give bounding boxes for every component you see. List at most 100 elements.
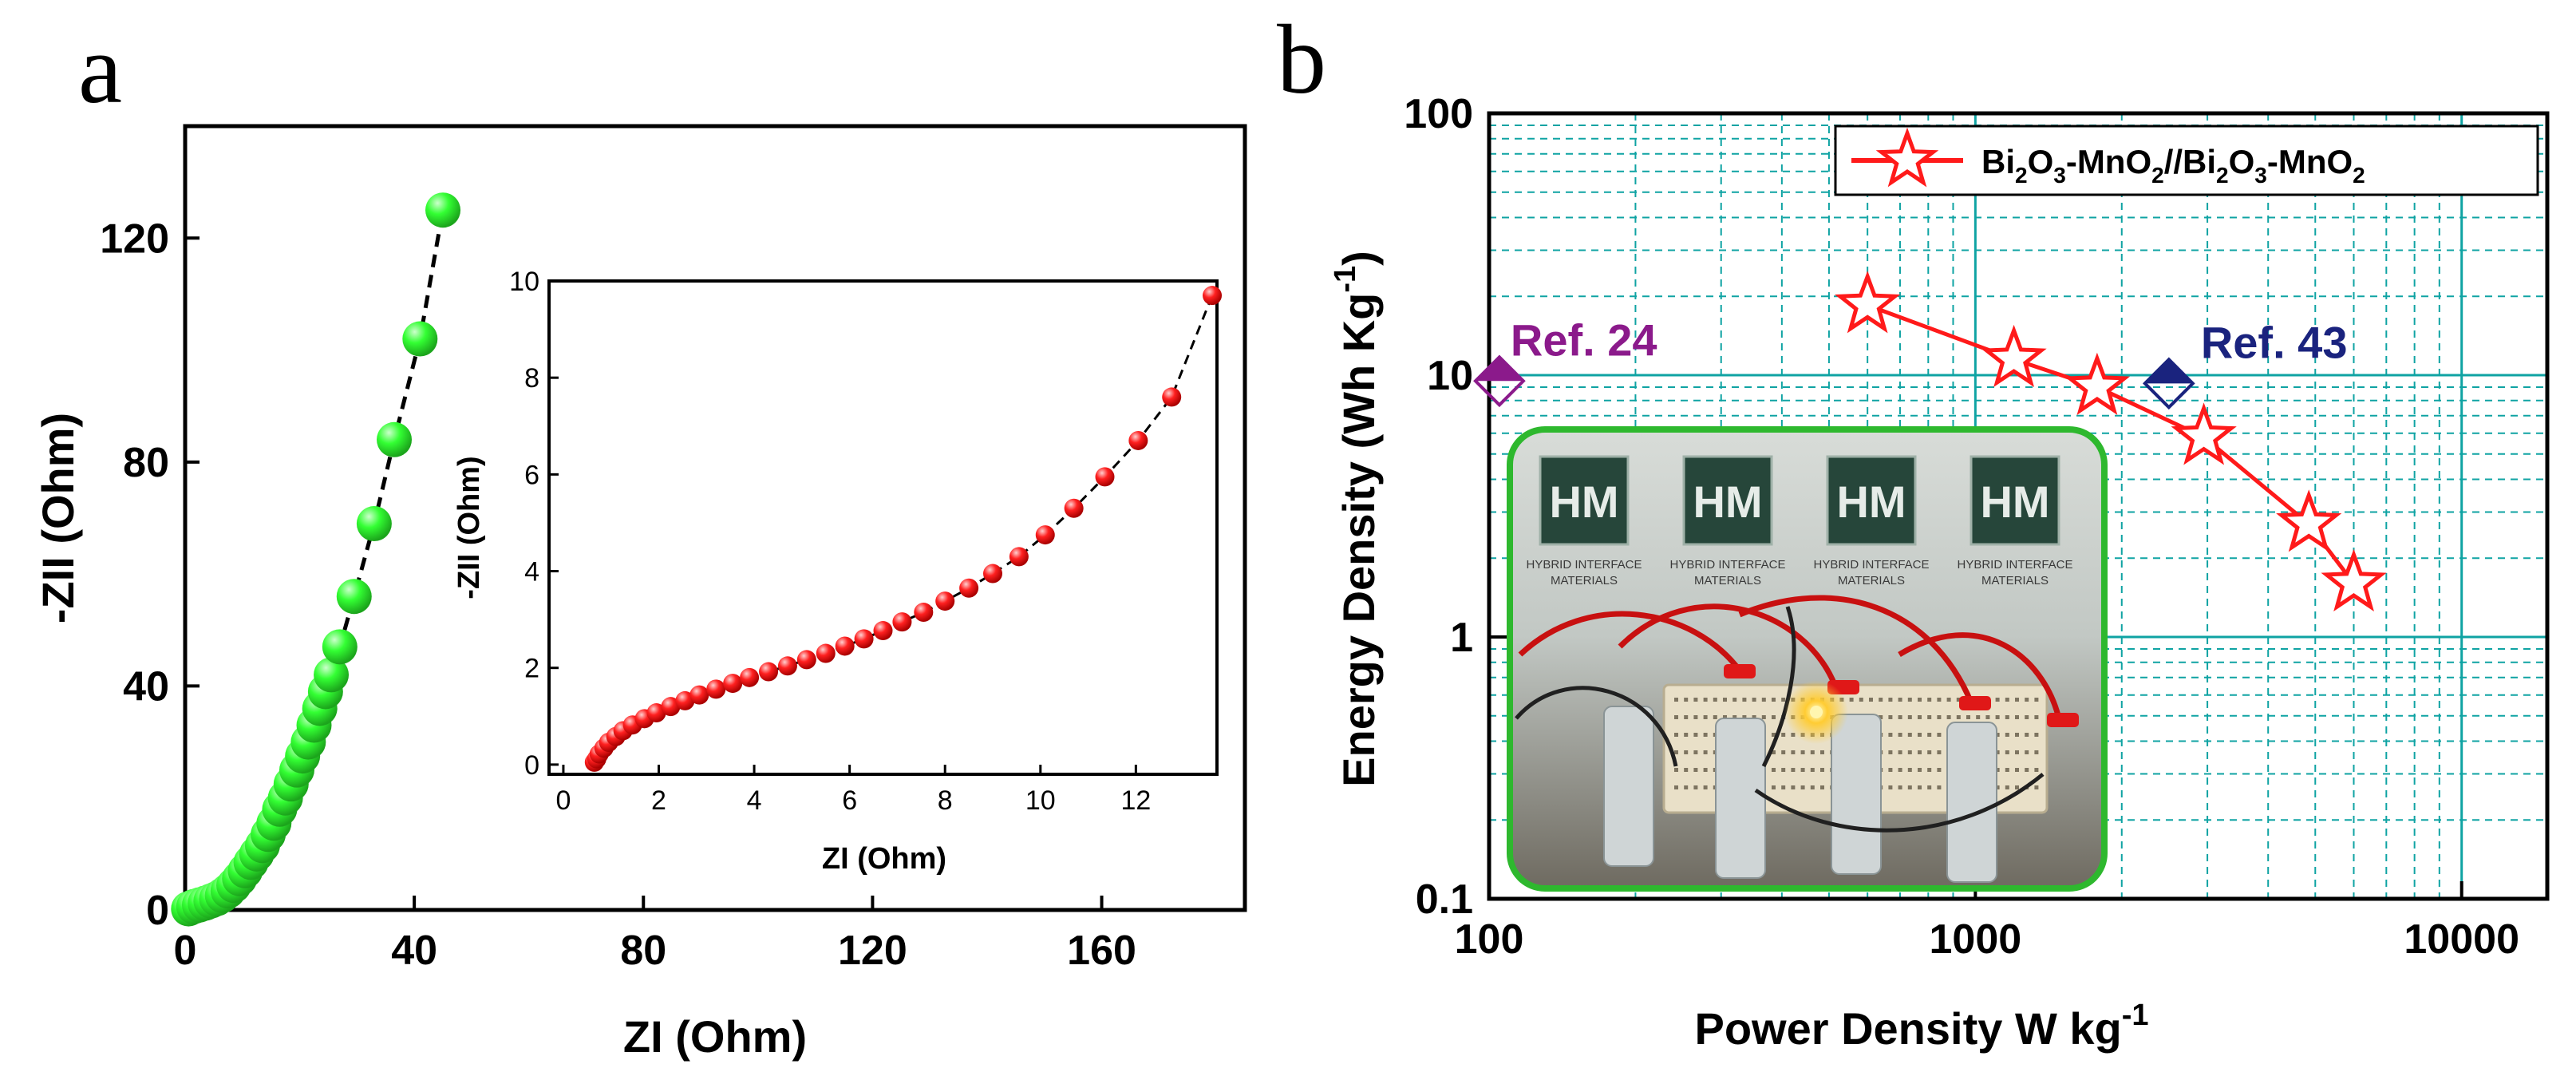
series-line	[188, 209, 445, 911]
markers-a-inset	[584, 286, 1223, 772]
panel-letter-a: a	[78, 14, 122, 124]
markers-a-main	[171, 192, 461, 927]
legend-b: Bi2O3-MnO2//Bi2O3-MnO2	[1834, 125, 2539, 196]
inset-data-point	[914, 603, 934, 623]
y-tick-label: 0	[146, 888, 169, 934]
inset-y-tick-label: 4	[524, 557, 539, 587]
plot-frame-a	[183, 124, 1247, 912]
data-point-star	[1835, 271, 1901, 334]
data-point	[402, 321, 438, 357]
inset-y-tick-label: 8	[524, 363, 539, 394]
chart-a-inset: 0 2 4 6 8 10 12 0 2 4 6 8 10 ZI (Ohm) -ZII (Ohm)	[452, 267, 1223, 876]
inset-data-point	[835, 636, 855, 656]
x-tick-label: 1000	[1930, 916, 2022, 963]
inset-x-tick-label: 6	[842, 785, 857, 816]
inset-data-point	[689, 685, 709, 705]
x-tick-label: 80	[620, 928, 666, 974]
data-point	[322, 629, 358, 665]
y-axis-title-a: -ZII (Ohm)	[33, 413, 83, 623]
inset-data-point	[1009, 547, 1029, 567]
x-tick-label: 100	[1455, 916, 1524, 963]
inset-data-point	[646, 703, 666, 723]
inset-data-point	[706, 679, 726, 699]
inset-data-point	[723, 674, 743, 694]
x-tick-label: 0	[174, 928, 197, 974]
data-point-star	[2064, 352, 2131, 415]
inset-data-point	[740, 667, 760, 687]
axes-b: 100 1000 10000 0.1 1 10 100	[1404, 91, 2519, 963]
inset-data-point	[892, 612, 912, 632]
data-point	[425, 192, 461, 228]
banner-text: MATERIALS	[1981, 574, 2049, 587]
line-a-main	[188, 209, 445, 911]
inset-data-point	[1095, 467, 1115, 487]
y-tick-label: 10	[1427, 353, 1473, 399]
inset-data-point	[1203, 286, 1223, 306]
data-point	[377, 421, 413, 457]
inset-data-point	[1064, 498, 1084, 518]
inset-y-tick-label: 2	[524, 654, 539, 684]
banner-text: MATERIALS	[1694, 574, 1761, 587]
markers-b-series	[1835, 271, 2387, 612]
x-axis-title-a-inset: ZI (Ohm)	[822, 842, 946, 876]
banner-text: MATERIALS	[1838, 574, 1905, 587]
axes-a-inset: 0 2 4 6 8 10 12 0 2 4 6 8 10	[509, 267, 1151, 816]
inset-y-tick-label: 6	[524, 460, 539, 490]
y-tick-label: 100	[1404, 91, 1473, 137]
banner-text: HYBRID INTERFACE	[1957, 558, 2072, 572]
inset-data-point	[983, 564, 1003, 583]
banner-text: MATERIALS	[1551, 574, 1618, 587]
x-tick-label: 160	[1067, 928, 1136, 974]
y-tick-label: 0.1	[1416, 876, 1473, 923]
data-point	[314, 657, 350, 693]
data-point	[356, 506, 392, 542]
inset-x-tick-label: 4	[747, 785, 762, 816]
inset-frame-a	[547, 279, 1219, 776]
banner-text: HYBRID INTERFACE	[1526, 558, 1642, 572]
inset-data-point	[675, 690, 695, 710]
data-point-star	[2276, 489, 2342, 552]
reference-marker	[1473, 354, 1526, 408]
plot-frame-b	[1487, 111, 2550, 901]
inset-y-tick-label: 0	[524, 750, 539, 781]
inset-x-tick-label: 0	[555, 785, 571, 816]
inset-y-tick-label: 10	[509, 267, 539, 297]
inset-data-point	[873, 621, 893, 641]
inset-data-point	[816, 643, 836, 663]
inset-data-point	[796, 650, 816, 670]
inset-data-point	[777, 656, 797, 676]
inset-data-point	[1035, 525, 1055, 545]
inset-x-tick-label: 2	[651, 785, 666, 816]
photo-logos: HM HYBRID INTERFACE MATERIALS HM HYBRID INTE…	[1526, 455, 2073, 587]
y-tick-label: 80	[123, 440, 169, 486]
x-axis-title-a: ZI (Ohm)	[623, 1011, 807, 1062]
x-tick-label: 10000	[2404, 916, 2519, 963]
y-axis-title-b: Energy Density (Wh Kg-1)	[1329, 251, 1384, 787]
inset-data-point	[935, 591, 955, 611]
y-tick-label: 120	[100, 216, 169, 262]
y-axis-title-a-inset: -ZII (Ohm)	[452, 456, 486, 599]
chart-b-ragone: 100 1000 10000 0.1 1 10 100 HM HYBRID INTERFACE…	[1329, 91, 2550, 1054]
reference-label: Ref. 43	[2201, 317, 2348, 367]
data-point-star	[2171, 402, 2237, 465]
panel-letter-b: b	[1277, 5, 1326, 114]
data-point-star	[2321, 548, 2387, 612]
inset-data-point	[1162, 387, 1182, 407]
x-tick-label: 120	[838, 928, 907, 974]
inset-data-point	[661, 697, 681, 717]
legend-swatch-marker	[1875, 127, 1939, 188]
legend-star	[1875, 127, 1939, 188]
data-point-star	[1981, 324, 2047, 388]
inset-data-point	[759, 662, 779, 682]
reference-annotations: Ref. 24 Ref. 43	[1473, 314, 2348, 410]
inset-data-point	[1128, 430, 1148, 450]
inset-data-point	[959, 578, 979, 598]
data-point	[336, 579, 372, 615]
y-tick-label: 40	[123, 663, 169, 710]
legend-entry-label: Bi2O3-MnO2//Bi2O3-MnO2	[1981, 143, 2365, 188]
logo-text: HM	[1693, 477, 1762, 527]
inset-x-tick-label: 10	[1025, 785, 1056, 816]
